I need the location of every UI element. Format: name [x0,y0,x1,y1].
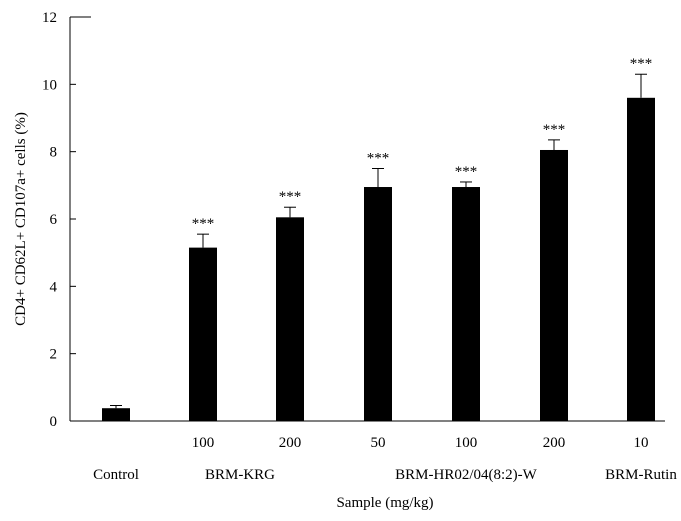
y-axis-label: CD4+ CD62L+ CD107a+ cells (%) [13,112,29,326]
group-label: BRM-Rutin [605,467,677,483]
significance-label: *** [279,189,302,205]
significance-label: *** [543,122,566,138]
y-tick-label: 0 [50,414,58,430]
significance-label: *** [630,56,653,72]
bar [540,149,568,421]
group-labels: Control BRM-KRG BRM-HR02/04(8:2)-W BRM-Ruti… [93,467,677,483]
bar [627,97,655,422]
group-label: Control [93,467,139,483]
x-tick-label: 200 [279,435,302,451]
x-tick-label: 50 [371,435,386,451]
x-tick-label: 10 [634,435,649,451]
significance-label: *** [367,151,390,167]
bar [102,408,130,421]
bar [276,217,304,421]
bar [364,187,392,421]
group-label: BRM-HR02/04(8:2)-W [395,467,538,483]
x-tick-label: 100 [192,435,215,451]
significance-label: *** [192,216,215,232]
significance-label: *** [455,164,478,180]
x-axis-label: Sample (mg/kg) [336,495,433,511]
y-tick-label: 10 [42,77,57,93]
y-tick-label: 2 [50,347,58,363]
y-tick-label: 12 [42,10,57,26]
dose-labels: 100 200 50 100 200 10 [192,435,649,451]
bar [452,187,480,421]
y-ticks: 0 2 4 6 8 10 12 [42,10,76,430]
y-tick-label: 8 [50,145,58,161]
y-tick-label: 4 [50,279,58,295]
bar [189,247,217,421]
y-tick-label: 6 [50,212,58,228]
bars: *** *** *** *** *** *** [102,56,655,422]
x-tick-label: 200 [543,435,566,451]
group-label: BRM-KRG [205,467,275,483]
x-tick-label: 100 [455,435,478,451]
